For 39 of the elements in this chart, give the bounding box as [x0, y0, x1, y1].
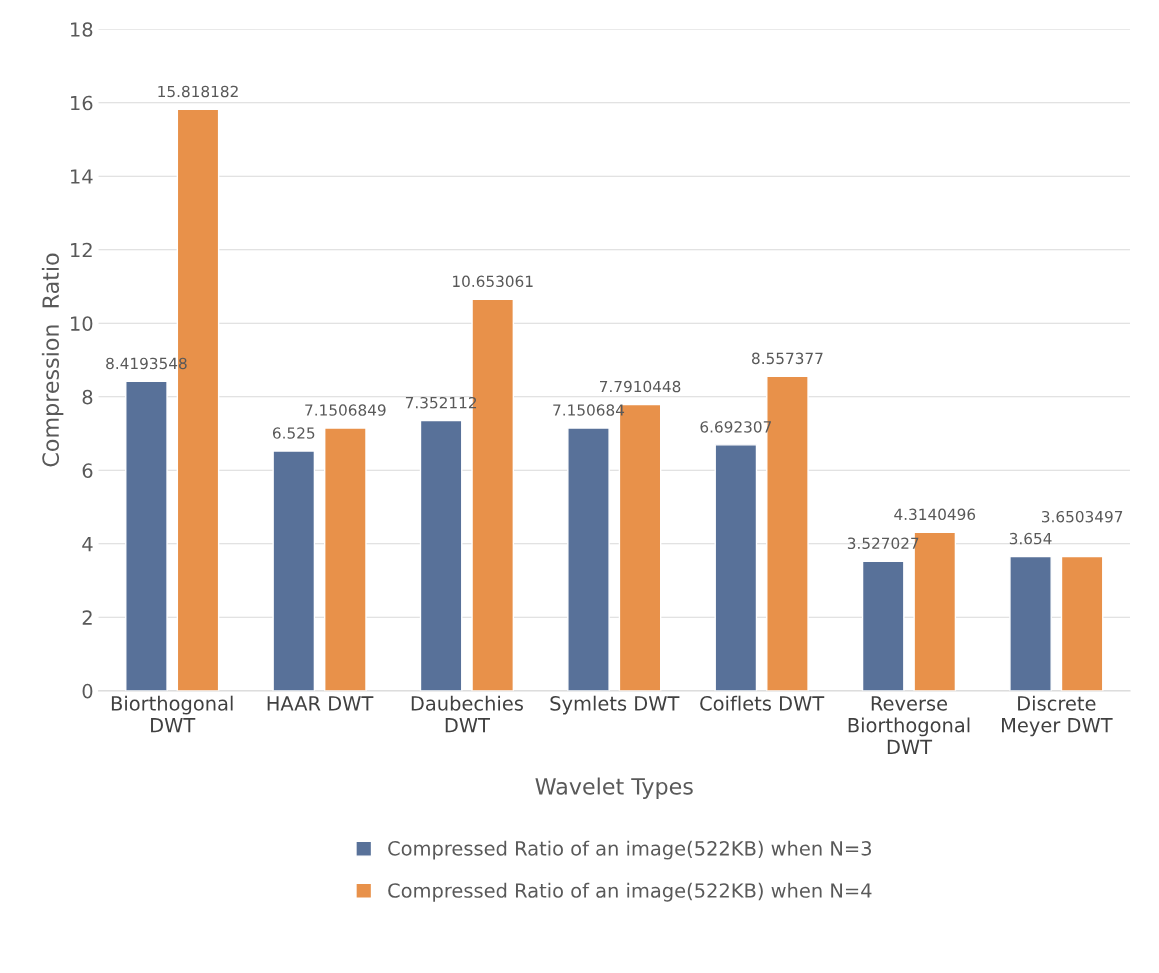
- bar: [419, 419, 463, 691]
- data-label: 15.818182: [158, 85, 238, 98]
- bar: [1009, 555, 1052, 691]
- y-tick-label: 12: [71, 242, 92, 258]
- bar: [1060, 555, 1104, 691]
- x-tick-label: Symlets DWT: [550, 695, 680, 715]
- data-label: 7.1506849: [305, 404, 386, 416]
- x-tick-label: Daubechies DWT: [411, 695, 523, 733]
- x-tick-label: Discrete Meyer DWT: [1002, 695, 1113, 737]
- y-tick-label: 8: [82, 389, 93, 405]
- data-label: 10.653061: [453, 275, 533, 288]
- data-label: 3.6503497: [1041, 510, 1123, 523]
- bar: [861, 560, 905, 691]
- y-tick-label: 16: [71, 95, 93, 111]
- data-label: 7.7910448: [600, 380, 681, 393]
- y-tick-label: 2: [82, 610, 92, 625]
- x-tick-label: Coiflets DWT: [700, 695, 825, 711]
- bar: [714, 444, 758, 691]
- x-tick-label: HAAR DWT: [267, 696, 374, 711]
- data-label: 8.557377: [752, 352, 823, 365]
- y-tick-label: 4: [82, 537, 93, 552]
- legend-label: Compressed Ratio of an image(522KB) when N=3: [388, 840, 872, 860]
- bar: [567, 427, 610, 691]
- data-label: 4.3140496: [894, 508, 976, 521]
- y-axis-title: Compression Ratio: [41, 253, 64, 467]
- bar: [272, 450, 316, 691]
- y-tick-label: 6: [82, 463, 93, 478]
- legend-label: Compressed Ratio of an image(522KB) when N=4: [388, 882, 872, 902]
- x-axis-title: Wavelet Types: [535, 777, 693, 800]
- data-label: 6.525: [272, 427, 315, 439]
- bar: [125, 380, 168, 691]
- y-tick-label: 14: [71, 169, 93, 184]
- x-tick-label: Biorthogonal DWT: [111, 695, 233, 733]
- x-tick-label: Reverse Biorthogonal DWT: [848, 696, 970, 755]
- y-tick-label: 18: [71, 22, 93, 37]
- data-label: 3.654: [1009, 532, 1052, 545]
- y-tick-label: 10: [71, 316, 93, 331]
- bar: [324, 427, 367, 691]
- y-tick-label: 0: [82, 683, 93, 699]
